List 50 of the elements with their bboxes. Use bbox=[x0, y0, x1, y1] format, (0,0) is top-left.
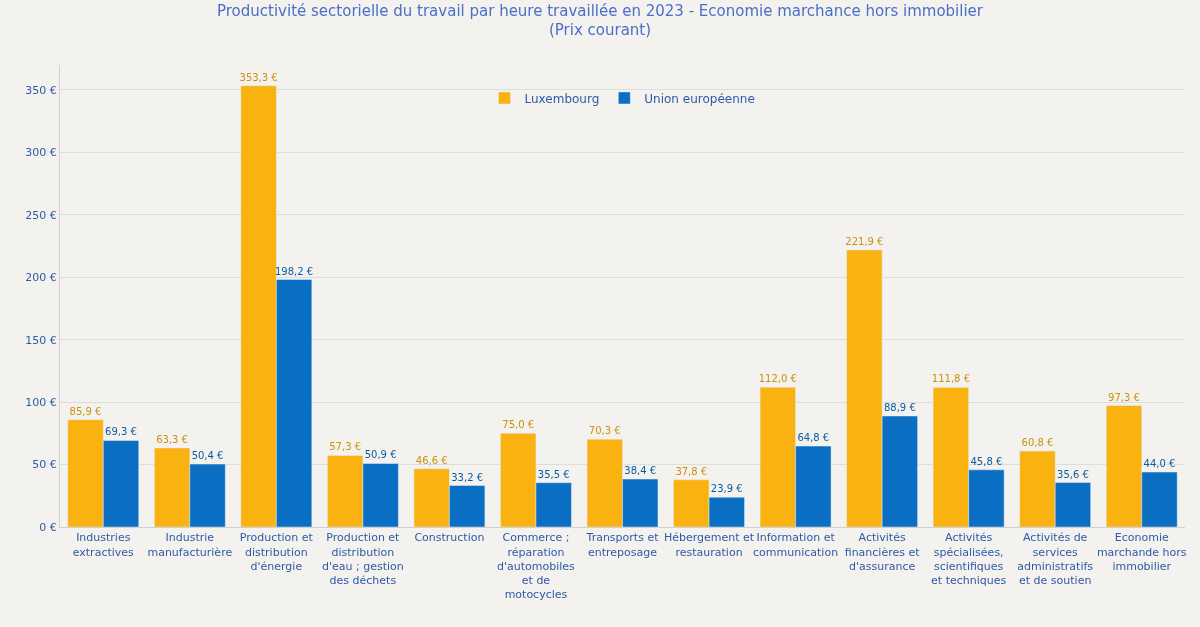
data-label: 69,3 € bbox=[105, 426, 137, 438]
data-label: 45,8 € bbox=[970, 455, 1003, 467]
data-label: 198,2 € bbox=[275, 265, 314, 277]
data-label: 23,9 € bbox=[710, 483, 743, 495]
y-tick-label: 200 € bbox=[25, 271, 57, 285]
x-tick-label: Activités financières et d'assurance bbox=[844, 531, 921, 573]
x-tick-label: Industries extractives bbox=[72, 531, 135, 559]
data-label: 111,8 € bbox=[931, 373, 970, 385]
x-tick-label: Information et communication bbox=[753, 531, 839, 559]
y-tick-label: 350 € bbox=[25, 83, 57, 97]
chart-subtitle: (Prix courant) bbox=[548, 21, 652, 40]
data-label: 35,6 € bbox=[1057, 468, 1089, 480]
data-label: 63,3 € bbox=[156, 433, 188, 445]
data-label: 44,0 € bbox=[1143, 458, 1176, 470]
data-label: 60,8 € bbox=[1021, 437, 1054, 449]
chart-title: Productivité sectorielle du travail par heure travaillée en 2023 - Economie marchance hors immobilier bbox=[216, 1, 984, 20]
data-label: 85,9 € bbox=[69, 405, 102, 417]
legend-label: Luxembourg bbox=[524, 91, 600, 106]
data-label: 33,2 € bbox=[451, 471, 484, 483]
x-tick-label: Industrie manufacturière bbox=[147, 531, 233, 559]
y-tick-label: 250 € bbox=[25, 208, 57, 222]
x-tick-label: Economie marchande hors immobilier bbox=[1096, 531, 1187, 573]
y-tick-label: 150 € bbox=[25, 333, 57, 347]
x-tick-label: Construction bbox=[414, 531, 485, 545]
data-label: 353,3 € bbox=[239, 71, 278, 83]
data-label: 88,9 € bbox=[883, 402, 916, 413]
data-label: 50,9 € bbox=[364, 449, 397, 461]
y-tick-label: 50 € bbox=[32, 458, 57, 472]
x-tick-label: Commerce ; réparation d'automobiles et de motocycles bbox=[497, 531, 576, 602]
data-label: 57,3 € bbox=[329, 441, 362, 453]
data-label: 221,9 € bbox=[845, 235, 884, 247]
data-label: 35,5 € bbox=[537, 468, 570, 480]
data-label: 75,0 € bbox=[502, 419, 535, 431]
x-tick-label: Production et distribution d'eau ; gestion des déchets bbox=[322, 531, 404, 588]
data-label: 64,8 € bbox=[797, 432, 830, 444]
data-label: 97,3 € bbox=[1108, 391, 1140, 403]
y-tick-label: 0 € bbox=[39, 520, 57, 534]
data-label: 112,0 € bbox=[758, 373, 797, 385]
x-tick-label: Activités spécialisées, scientifiques et techniques bbox=[931, 531, 1007, 588]
data-label: 50,4 € bbox=[191, 450, 224, 462]
data-label: 46,6 € bbox=[415, 454, 448, 466]
x-tick-label: Transports et entreposage bbox=[585, 531, 660, 559]
data-label: 38,4 € bbox=[624, 465, 657, 477]
y-tick-label: 300 € bbox=[25, 146, 57, 160]
x-tick-label: Activités de services administratifs et de soutien bbox=[1017, 531, 1094, 588]
x-tick-label: Production et distribution d'énergie bbox=[239, 531, 314, 573]
data-label: 70,3 € bbox=[588, 425, 621, 437]
y-tick-label: 100 € bbox=[25, 395, 57, 409]
legend-label: Union européenne bbox=[644, 91, 755, 106]
data-label: 37,8 € bbox=[675, 465, 708, 477]
